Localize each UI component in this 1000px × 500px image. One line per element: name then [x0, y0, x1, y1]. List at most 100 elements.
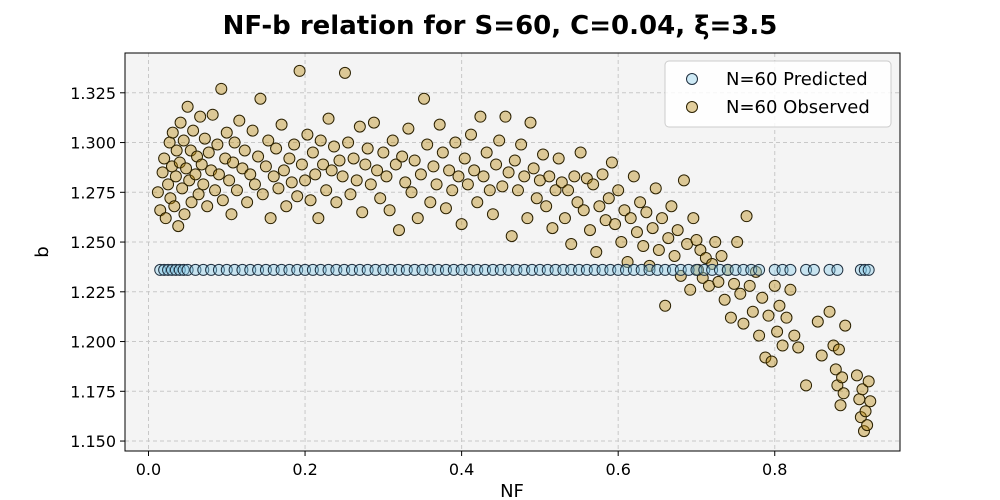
observed-point: [854, 411, 867, 424]
observed-point: [565, 238, 578, 251]
observed-point: [671, 224, 684, 237]
observed-point: [530, 192, 543, 205]
observed-point: [344, 188, 357, 201]
observed-point: [347, 152, 360, 165]
observed-point: [823, 305, 836, 318]
observed-point: [227, 156, 240, 169]
observed-point: [353, 120, 366, 133]
observed-point: [612, 184, 625, 197]
observed-point: [166, 126, 179, 139]
observed-point: [596, 168, 609, 181]
observed-point: [662, 232, 675, 245]
observed-point: [209, 184, 222, 197]
observed-point: [718, 293, 731, 306]
observed-point: [156, 166, 169, 179]
predicted-point: [784, 263, 797, 276]
observed-point: [743, 279, 756, 292]
observed-point: [350, 174, 363, 187]
observed-point: [471, 196, 484, 209]
observed-point: [396, 150, 409, 163]
chart-title: NF-b relation for S=60, C=0.04, ξ=3.5: [223, 11, 778, 41]
observed-point: [169, 170, 182, 183]
observed-point: [314, 134, 327, 147]
observed-point: [328, 140, 341, 153]
observed-point: [197, 178, 210, 191]
legend-marker-predicted: [686, 73, 698, 85]
observed-point: [792, 341, 805, 354]
observed-point: [443, 164, 456, 177]
observed-point: [202, 146, 215, 159]
predicted-point: [858, 263, 871, 276]
observed-point: [364, 178, 377, 191]
observed-point: [211, 138, 224, 151]
observed-point: [605, 156, 618, 169]
observed-point: [724, 311, 737, 324]
observed-point: [587, 178, 600, 191]
observed-point: [756, 291, 769, 304]
observed-point: [543, 170, 556, 183]
observed-point: [652, 244, 665, 257]
observed-point: [659, 299, 672, 312]
observed-point: [759, 351, 772, 364]
observed-point: [765, 355, 778, 368]
observed-point: [815, 349, 828, 362]
observed-point: [562, 184, 575, 197]
observed-point: [768, 279, 781, 292]
observed-point: [173, 156, 186, 169]
observed-point: [773, 299, 786, 312]
observed-point: [254, 92, 267, 105]
observed-point: [259, 160, 272, 173]
observed-point: [580, 172, 593, 185]
observed-point: [687, 212, 700, 225]
observed-point: [330, 196, 343, 209]
observed-point: [571, 196, 584, 209]
observed-point: [458, 152, 471, 165]
observed-point: [185, 196, 198, 209]
observed-point: [439, 202, 452, 215]
observed-point: [392, 224, 405, 237]
observed-point: [275, 118, 288, 131]
y-tick-label: 1.200: [70, 333, 116, 352]
observed-point: [430, 178, 443, 191]
observed-point: [549, 184, 562, 197]
observed-point: [317, 158, 330, 171]
observed-point: [338, 66, 351, 79]
observed-point: [192, 188, 205, 201]
observed-point: [285, 176, 298, 189]
observed-point: [293, 64, 306, 77]
x-ticks: 0.0 0.2 0.4 0.6 0.8: [136, 451, 787, 479]
observed-point: [272, 182, 285, 195]
observed-point: [699, 251, 712, 264]
observed-point: [187, 124, 200, 137]
observed-point: [527, 162, 540, 175]
observed-point: [483, 184, 496, 197]
observed-point: [624, 212, 637, 225]
observed-point: [709, 236, 722, 249]
observed-point: [256, 188, 269, 201]
data-points: [151, 64, 877, 438]
observed-point: [618, 204, 631, 217]
x-tick-label: 0.4: [449, 460, 474, 479]
observed-point: [446, 184, 459, 197]
observed-point: [734, 287, 747, 300]
observed-point: [493, 134, 506, 147]
observed-point: [405, 186, 418, 199]
legend-label-predicted: N=60 Predicted: [726, 69, 868, 90]
observed-point: [320, 184, 333, 197]
observed-point: [262, 134, 275, 147]
observed-point: [646, 222, 659, 235]
observed-point: [288, 138, 301, 151]
observed-point: [461, 178, 474, 191]
observed-point: [176, 182, 189, 195]
observed-point: [414, 168, 427, 181]
observed-point: [270, 142, 283, 155]
observed-point: [424, 196, 437, 209]
observed-point: [244, 168, 257, 181]
observed-point: [449, 136, 462, 149]
observed-point: [602, 192, 615, 205]
x-tick-label: 0.0: [136, 460, 161, 479]
observed-point: [383, 204, 396, 217]
observed-point: [322, 112, 335, 125]
observed-point: [198, 132, 211, 145]
observed-point: [856, 383, 869, 396]
